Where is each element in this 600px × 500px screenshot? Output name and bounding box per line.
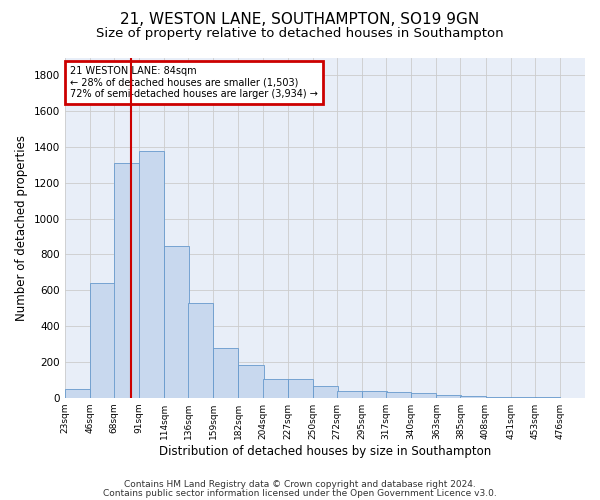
- Bar: [65, 389, 90, 398]
- Bar: [238, 364, 263, 398]
- Bar: [214, 348, 238, 398]
- Bar: [139, 150, 164, 398]
- Bar: [386, 392, 411, 398]
- Bar: [535, 397, 560, 398]
- Bar: [263, 379, 287, 398]
- Y-axis label: Number of detached properties: Number of detached properties: [15, 134, 28, 320]
- Bar: [460, 396, 485, 398]
- Text: Size of property relative to detached houses in Southampton: Size of property relative to detached ho…: [96, 28, 504, 40]
- Bar: [188, 303, 214, 398]
- Text: Contains public sector information licensed under the Open Government Licence v3: Contains public sector information licen…: [103, 488, 497, 498]
- Bar: [511, 397, 536, 398]
- Bar: [90, 283, 115, 398]
- Bar: [164, 246, 189, 398]
- Text: 21, WESTON LANE, SOUTHAMPTON, SO19 9GN: 21, WESTON LANE, SOUTHAMPTON, SO19 9GN: [121, 12, 479, 28]
- Bar: [362, 390, 387, 398]
- Bar: [287, 379, 313, 398]
- Bar: [114, 163, 139, 398]
- Text: 21 WESTON LANE: 84sqm
← 28% of detached houses are smaller (1,503)
72% of semi-d: 21 WESTON LANE: 84sqm ← 28% of detached …: [70, 66, 318, 99]
- X-axis label: Distribution of detached houses by size in Southampton: Distribution of detached houses by size …: [159, 444, 491, 458]
- Bar: [485, 397, 511, 398]
- Bar: [313, 386, 338, 398]
- Bar: [337, 390, 362, 398]
- Bar: [436, 395, 461, 398]
- Text: Contains HM Land Registry data © Crown copyright and database right 2024.: Contains HM Land Registry data © Crown c…: [124, 480, 476, 489]
- Bar: [411, 393, 436, 398]
